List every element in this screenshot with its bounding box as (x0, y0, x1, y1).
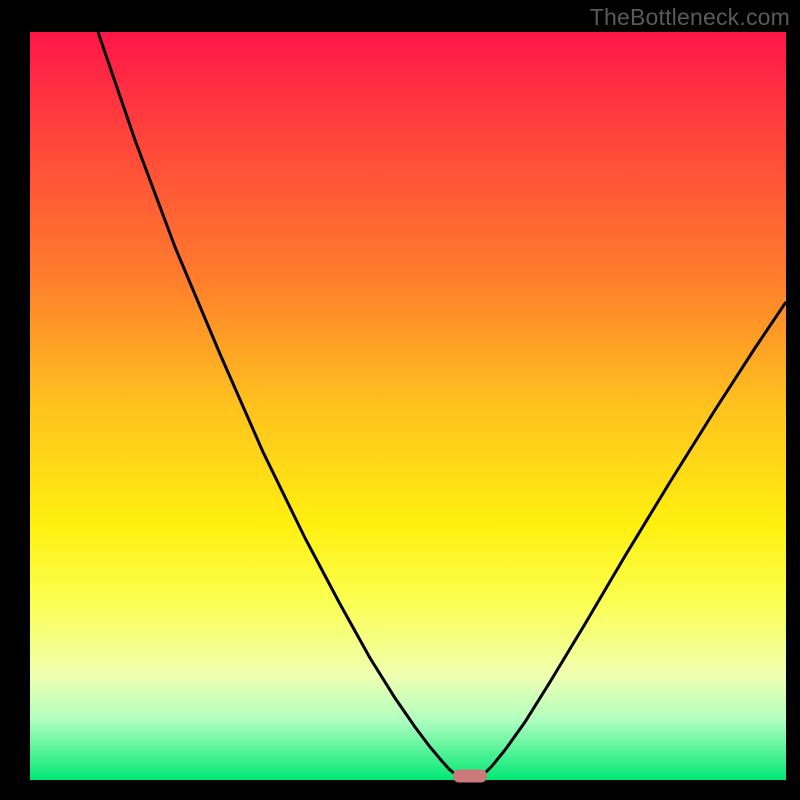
optimum-marker (453, 770, 487, 783)
curve-svg (30, 32, 786, 780)
bottleneck-curve-right (484, 302, 786, 774)
bottleneck-curve-left (98, 32, 455, 774)
watermark-text: TheBottleneck.com (590, 4, 790, 31)
chart-plot-area (30, 32, 786, 780)
